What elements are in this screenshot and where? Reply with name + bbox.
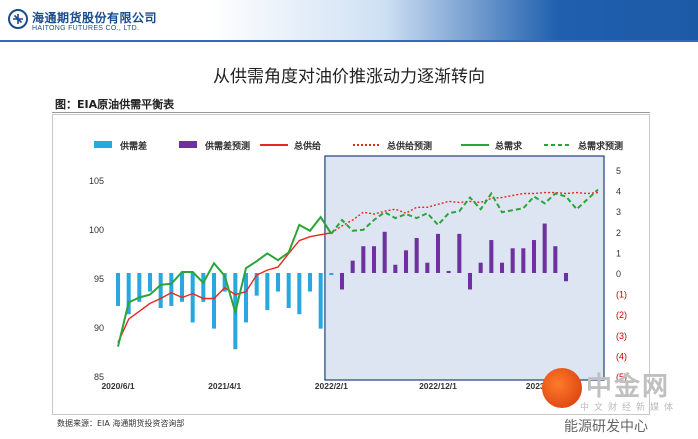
legend-label: 供需差 bbox=[119, 140, 147, 152]
x-axis-tick-label: 2021/4/1 bbox=[208, 381, 241, 391]
right-axis-tick-label: (5) bbox=[616, 372, 627, 382]
gap-bar bbox=[147, 273, 153, 292]
x-axis-tick-label: 2020/6/1 bbox=[101, 381, 134, 391]
right-axis-tick-label: (4) bbox=[616, 351, 627, 361]
right-axis-tick-label: 2 bbox=[616, 228, 621, 238]
gap-bar bbox=[286, 273, 291, 309]
gap-forecast-bar bbox=[553, 246, 558, 273]
legend-label: 总需求预测 bbox=[578, 140, 623, 152]
gap-forecast-bar bbox=[361, 246, 366, 273]
legend-label: 总需求 bbox=[495, 140, 523, 152]
gap-forecast-bar bbox=[393, 264, 398, 273]
slide-title: 从供需角度对油价推涨动力逐渐转向 bbox=[213, 67, 485, 87]
watermark: 中金网 中文财经新媒体 能源研发中心 bbox=[540, 364, 698, 439]
gap-bar bbox=[179, 273, 185, 302]
left-axis-tick-label: 95 bbox=[94, 274, 104, 284]
x-axis-tick-label: 2022/12/1 bbox=[419, 381, 457, 391]
gap-bar bbox=[297, 273, 302, 315]
supply-demand-chart: 供需差 供需差预测 总供给 总供给预测 总需求 总需求预测8590951001055432… bbox=[52, 114, 650, 415]
watermark-logo-icon bbox=[542, 368, 582, 408]
left-axis-tick-label: 100 bbox=[89, 225, 104, 235]
data-source: 数据来源：EIA 海通期货投资咨询部 bbox=[57, 419, 185, 428]
chart-frame bbox=[52, 114, 650, 415]
company-name-cn: 海通期货股份有限公司 bbox=[32, 11, 158, 25]
figure-divider bbox=[52, 112, 650, 113]
legend-swatch bbox=[179, 141, 197, 148]
gap-bar bbox=[169, 273, 174, 306]
gap-bar bbox=[201, 273, 206, 302]
gap-forecast-bar bbox=[414, 237, 419, 273]
gap-bar bbox=[158, 273, 163, 309]
gap-forecast-bar bbox=[457, 233, 462, 273]
gap-bar bbox=[329, 273, 334, 276]
gap-bar bbox=[275, 273, 281, 292]
gap-forecast-bar bbox=[350, 260, 355, 273]
company-logo-icon bbox=[8, 9, 28, 29]
left-axis-tick-label: 85 bbox=[94, 372, 104, 382]
company-name-en: HAITONG FUTURES CO., LTD. bbox=[32, 25, 140, 32]
gap-bar bbox=[126, 273, 131, 315]
gap-bar bbox=[307, 273, 313, 292]
right-axis-tick-label: (2) bbox=[616, 310, 627, 320]
header-banner: 海通期货股份有限公司 HAITONG FUTURES CO., LTD. bbox=[0, 0, 698, 40]
gap-bar bbox=[222, 273, 227, 292]
right-axis-tick-label: 0 bbox=[616, 269, 621, 279]
left-axis-tick-label: 90 bbox=[94, 323, 104, 333]
right-axis-tick-label: (1) bbox=[616, 290, 627, 300]
total-supply-forecast-line bbox=[330, 191, 599, 234]
gap-bar bbox=[243, 273, 249, 323]
gap-bar bbox=[254, 273, 259, 296]
gap-bar bbox=[190, 273, 195, 323]
gap-forecast-bar bbox=[425, 262, 430, 273]
legend-label: 供需差预测 bbox=[204, 140, 250, 152]
gap-forecast-bar bbox=[467, 273, 473, 290]
gap-forecast-bar bbox=[371, 246, 377, 273]
gap-forecast-bar bbox=[382, 231, 387, 273]
gap-forecast-bar bbox=[489, 240, 494, 273]
watermark-text: 中金网 bbox=[586, 372, 671, 402]
total-supply-line bbox=[117, 232, 332, 343]
right-axis-tick-label: 1 bbox=[616, 248, 621, 258]
gap-forecast-bar bbox=[510, 248, 515, 273]
gap-bar bbox=[318, 273, 323, 329]
watermark-subtext: 中文财经新媒体 bbox=[580, 403, 679, 413]
forecast-region bbox=[324, 155, 605, 381]
gap-forecast-bar bbox=[446, 270, 451, 273]
legend-swatch bbox=[94, 141, 112, 148]
figure-label: 图：EIA原油供需平衡表 bbox=[55, 98, 175, 111]
gap-forecast-bar bbox=[435, 233, 441, 273]
total-demand-line bbox=[117, 215, 333, 347]
left-axis-tick-label: 105 bbox=[89, 176, 104, 186]
gap-forecast-bar bbox=[542, 223, 547, 273]
right-axis-tick-label: 4 bbox=[616, 187, 621, 197]
legend-label: 总供给预测 bbox=[387, 140, 432, 152]
legend-label: 总供给 bbox=[294, 140, 321, 152]
header-divider bbox=[0, 40, 698, 42]
gap-forecast-bar bbox=[339, 273, 345, 290]
gap-bar bbox=[137, 273, 142, 302]
gap-bar bbox=[115, 273, 121, 306]
gap-forecast-bar bbox=[521, 248, 526, 273]
right-axis-tick-label: (3) bbox=[616, 331, 627, 341]
right-axis-tick-label: 5 bbox=[616, 166, 621, 176]
gap-forecast-bar bbox=[563, 273, 569, 282]
right-axis-tick-label: 3 bbox=[616, 207, 621, 217]
total-demand-forecast-line bbox=[330, 188, 599, 235]
x-axis-tick-label: 2022/2/1 bbox=[315, 381, 348, 391]
gap-forecast-bar bbox=[478, 262, 483, 273]
gap-forecast-bar bbox=[499, 262, 505, 273]
gap-forecast-bar bbox=[403, 250, 409, 273]
watermark-brand: 能源研发中心 bbox=[564, 419, 648, 435]
gap-bar bbox=[211, 273, 217, 329]
gap-forecast-bar bbox=[531, 240, 537, 273]
gap-bar bbox=[265, 273, 270, 311]
